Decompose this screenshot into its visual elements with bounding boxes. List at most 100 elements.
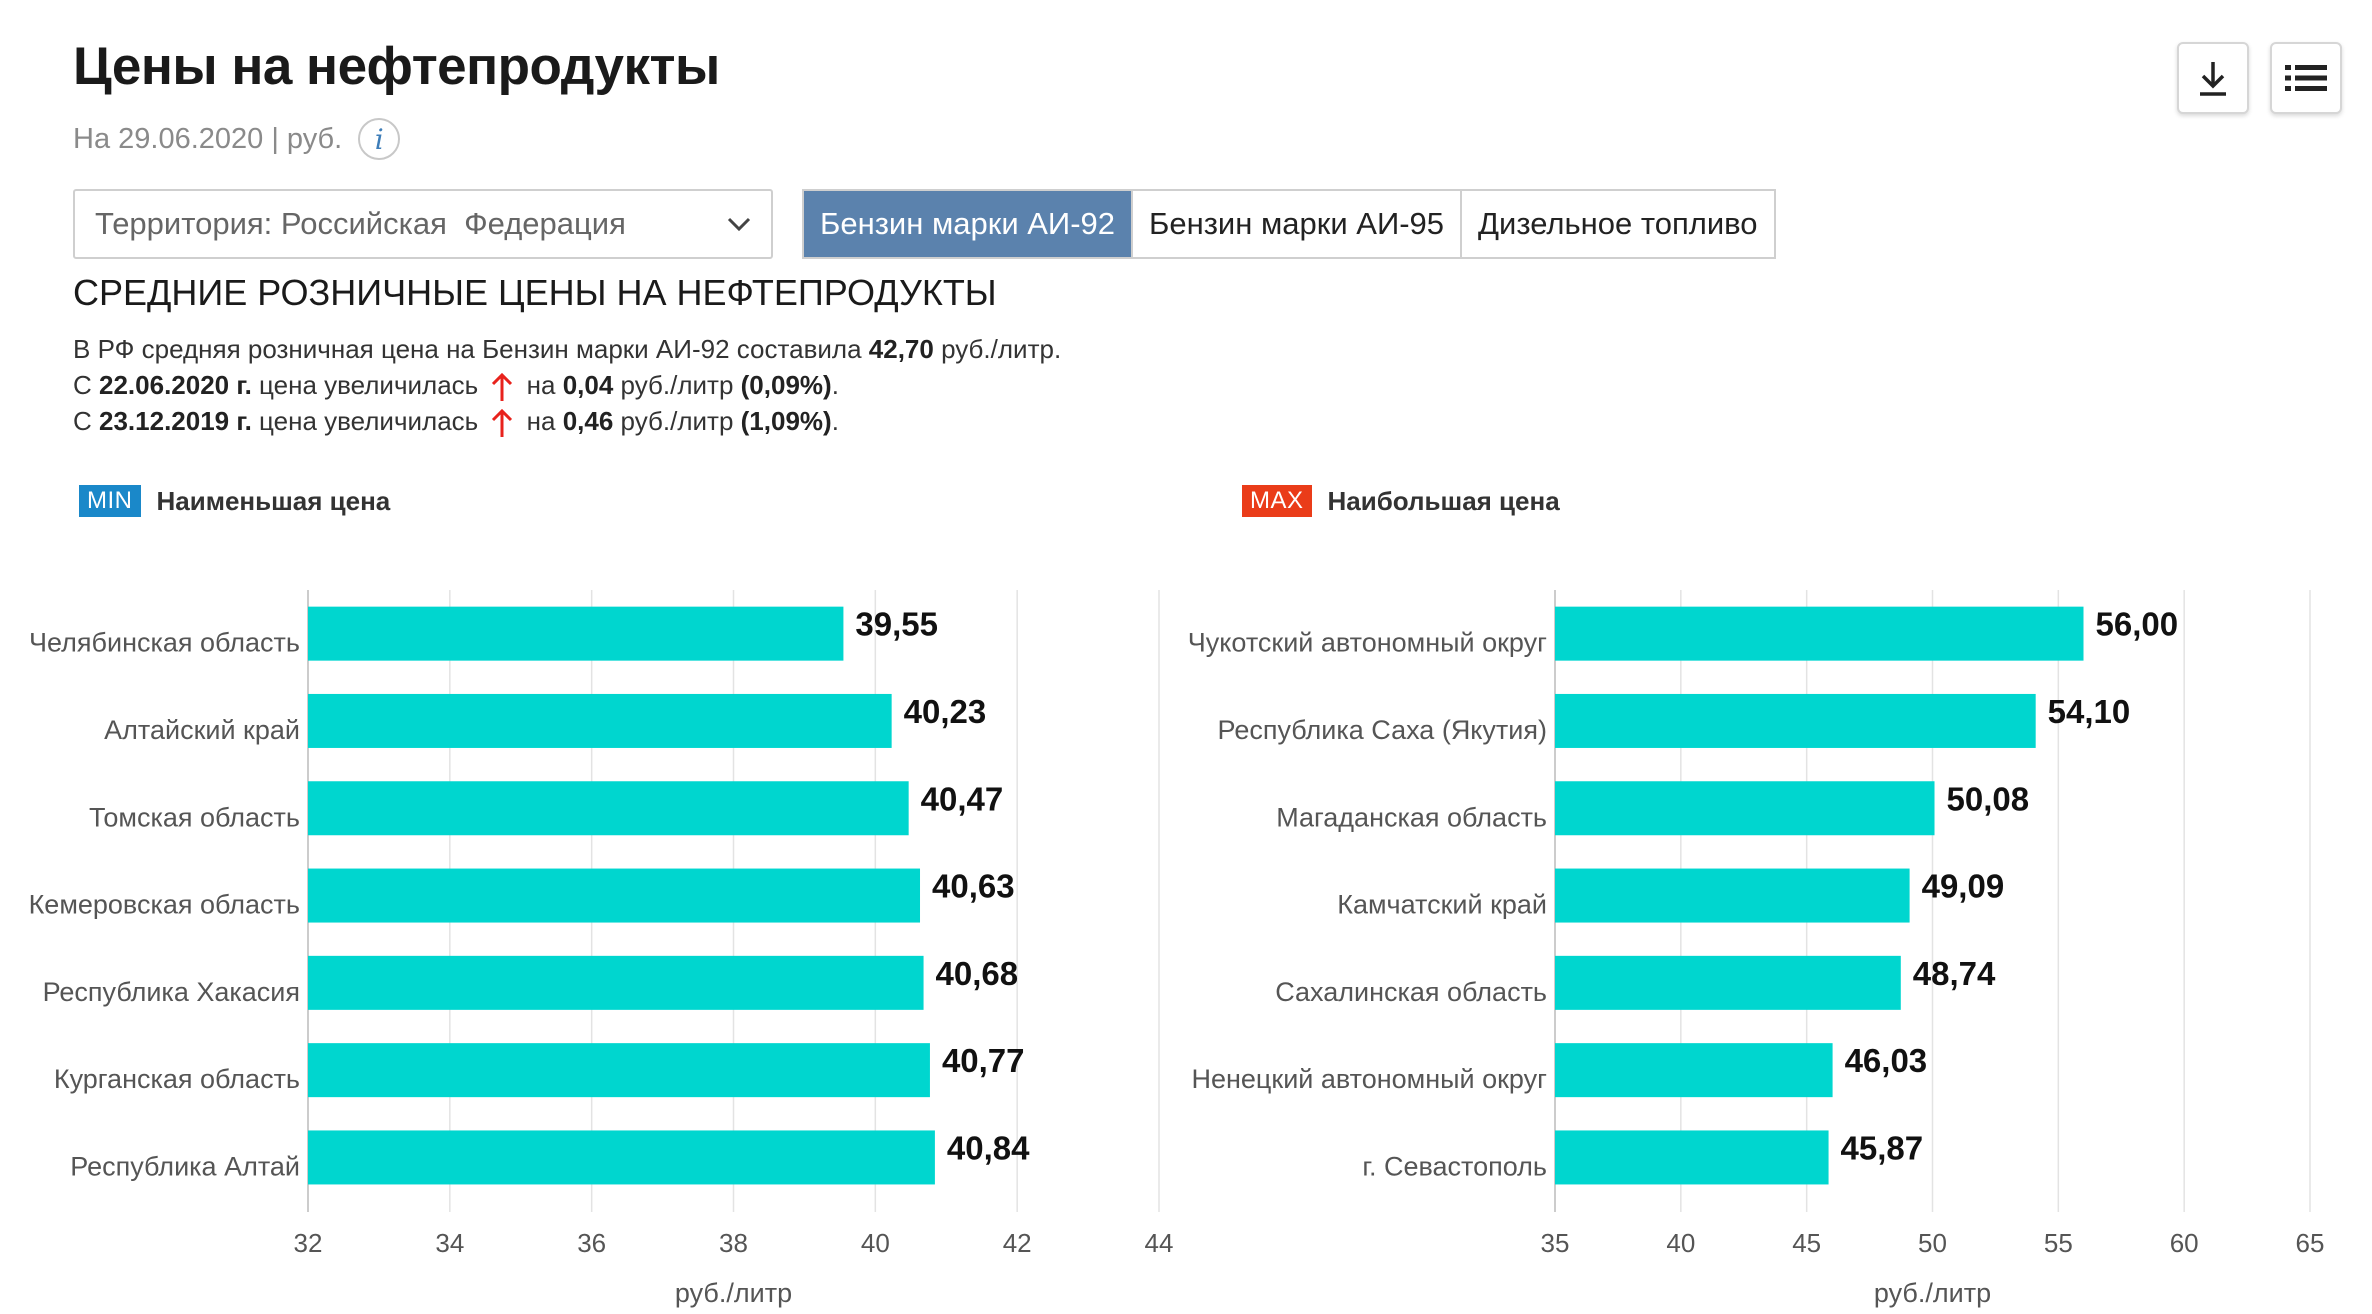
bar [308,1130,935,1185]
max-price-chart: 35 40 45 50 55 60 65 Чукотский автономный округ… [1188,590,2325,1308]
category-label: Ненецкий автономный округ [1191,1064,1547,1094]
price-summary: В РФ средняя розничная цена на Бензин ма… [73,331,1061,439]
x-axis-label: руб./литр [1874,1278,1991,1308]
summary-line-2: С 22.06.2020 г. цена увеличилась на 0,04… [73,367,1061,403]
x-tick-label: 32 [294,1228,323,1258]
x-tick-label: 38 [719,1228,748,1258]
change-text: цена увеличилась [251,370,479,400]
arrow-up-icon [492,373,513,402]
min-badge: MIN [79,485,141,517]
x-axis-label: руб./литр [675,1278,792,1308]
summary-line-1: В РФ средняя розничная цена на Бензин ма… [73,331,1061,367]
category-label: Камчатский край [1337,890,1547,920]
max-badge: MAX [1242,485,1312,517]
unit-text: руб./литр [613,370,741,400]
year-change-value: 0,46 [562,406,614,436]
week-change-percent: (0,09%) [740,370,832,400]
category-label: Магаданская область [1276,802,1547,832]
bar [308,606,844,661]
category-label: Республика Хакасия [43,977,300,1007]
category-label: Курганская область [54,1064,300,1094]
value-label: 54,10 [2048,693,2131,730]
page-title: Цены на нефтепродукты [73,37,720,96]
category-label: Сахалинская область [1275,977,1547,1007]
bar [1555,606,2084,661]
summary-text: В РФ средняя розничная цена на Бензин ма… [73,334,869,364]
bar [1555,1043,1833,1098]
average-price-value: 42,70 [868,334,934,364]
value-label: 40,47 [921,780,1004,817]
bar [308,693,892,748]
period-text: . [831,370,839,400]
x-tick-label: 34 [435,1228,464,1258]
x-tick-label: 50 [1918,1228,1947,1258]
x-tick-label: 55 [2044,1228,2073,1258]
x-tick-label: 36 [577,1228,606,1258]
category-label: Республика Саха (Якутия) [1218,715,1547,745]
value-label: 48,74 [1913,955,1996,992]
prefix-text: на [526,370,563,400]
fuel-type-tabs: Бензин марки АИ-92 Бензин марки АИ-95 Ди… [802,189,1776,259]
tab-ai-95[interactable]: Бензин марки АИ-95 [1133,191,1463,257]
change-text: цена увеличилась [251,406,479,436]
year-change-percent: (1,09%) [740,406,832,436]
value-label: 49,09 [1922,868,2005,905]
prefix-text: С [73,370,99,400]
x-tick-label: 40 [1666,1228,1695,1258]
category-label: Чукотский автономный округ [1188,628,1547,658]
category-label: Томская область [89,802,300,832]
bar [1555,868,1910,923]
value-label: 46,03 [1845,1042,1928,1079]
x-tick-label: 65 [2296,1228,2325,1258]
page-subtitle: На 29.06.2020 | руб. i [73,118,401,160]
value-label: 39,55 [855,606,938,643]
legend-min: MIN Наименьшая цена [79,485,390,517]
week-change-value: 0,04 [562,370,614,400]
summary-line-3: С 23.12.2019 г. цена увеличилась на 0,46… [73,403,1061,439]
x-tick-label: 45 [1792,1228,1821,1258]
bar [1555,781,1935,836]
bar [1555,955,1901,1010]
prefix-text: на [526,406,563,436]
territory-select[interactable]: Территория: Российская Федерация [73,189,773,259]
chevron-down-icon [727,217,751,232]
max-legend-label: Наибольшая цена [1327,485,1560,516]
value-label: 40,23 [904,693,987,730]
unit-text: руб./литр. [933,334,1062,364]
tab-diesel[interactable]: Дизельное топливо [1478,206,1758,241]
bar [308,868,921,923]
section-title: СРЕДНИЕ РОЗНИЧНЫЕ ЦЕНЫ НА НЕФТЕПРОДУКТЫ [73,272,997,313]
bar [308,955,924,1010]
unit-text: руб./литр [613,406,741,436]
value-label: 50,08 [1947,780,2030,817]
tab-ai-92[interactable]: Бензин марки АИ-92 [804,191,1134,257]
bar [308,1043,930,1098]
value-label: 40,77 [942,1042,1025,1079]
bar [308,781,909,836]
arrow-up-icon [492,409,513,438]
year-date: 23.12.2019 г. [99,406,252,436]
bar [1555,693,2036,748]
menu-button[interactable] [2270,42,2342,114]
value-label: 40,84 [947,1129,1030,1166]
category-label: Алтайский край [104,715,300,745]
period-text: . [831,406,839,436]
category-label: Челябинская область [29,628,300,658]
territory-select-value: Территория: Российская Федерация [95,206,626,241]
category-label: г. Севастополь [1362,1151,1547,1181]
value-label: 40,68 [936,955,1019,992]
download-button[interactable] [2177,42,2249,114]
bar [1555,1130,1829,1185]
value-label: 56,00 [2096,606,2179,643]
info-icon[interactable]: i [358,118,401,160]
x-tick-label: 44 [1145,1228,1174,1258]
min-legend-label: Наименьшая цена [156,485,391,516]
legend-max: MAX Наибольшая цена [1242,485,1560,517]
prefix-text: С [73,406,99,436]
x-tick-label: 35 [1541,1228,1570,1258]
category-label: Кемеровская область [29,890,300,920]
min-price-chart: 32 34 36 38 40 42 44 Челябинская область 39,55 Ал… [29,590,1174,1308]
value-label: 40,63 [932,868,1015,905]
x-tick-label: 40 [861,1228,890,1258]
list-menu-icon [2285,65,2327,91]
